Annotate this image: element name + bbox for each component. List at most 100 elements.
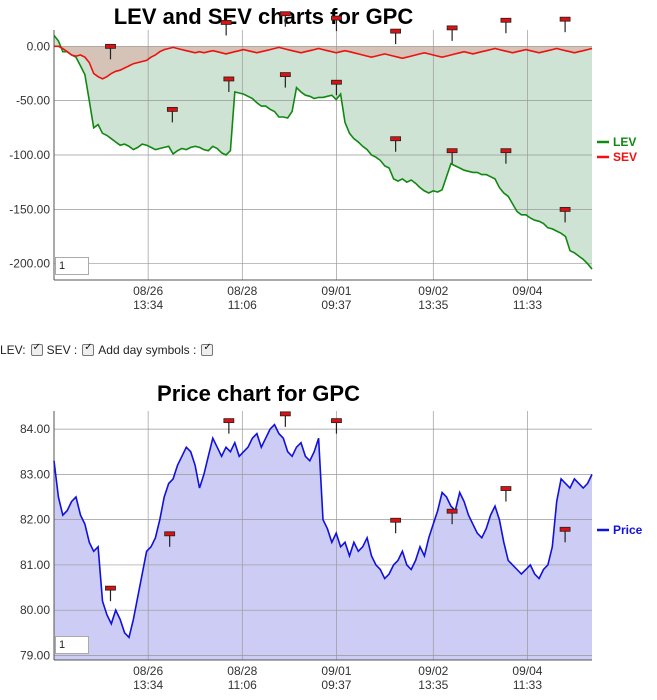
day-marker <box>223 76 235 92</box>
lev-sev-chart: 0.00-50.00-100.00-150.00-200.0008/2613:3… <box>9 11 637 312</box>
day-marker <box>105 585 116 602</box>
x-tick-label: 09:37 <box>321 678 351 692</box>
day-marker <box>164 531 176 547</box>
day-marker <box>446 508 458 525</box>
day-marker <box>105 43 116 60</box>
day-symbols-checkbox[interactable] <box>201 342 214 356</box>
day-marker-flag <box>446 25 458 31</box>
day-marker <box>559 526 571 543</box>
x-tick-label: 09/01 <box>321 664 351 678</box>
x-tick-label: 08/28 <box>227 664 257 678</box>
day-marker-flag <box>279 411 291 417</box>
price-area-fill <box>54 424 592 660</box>
legend-label: SEV <box>613 150 637 164</box>
day-marker <box>331 79 342 96</box>
x-tick-label: 13:35 <box>418 298 448 312</box>
day-marker <box>279 411 291 427</box>
sev-checkbox[interactable] <box>82 342 95 356</box>
y-tick-label: -150.00 <box>9 202 50 216</box>
day-marker-flag <box>500 486 512 491</box>
day-marker-flag <box>559 16 571 22</box>
x-tick-label: 09/01 <box>321 284 351 298</box>
day-marker-flag <box>331 79 342 85</box>
day-marker <box>220 20 232 36</box>
y-tick-label: 80.00 <box>20 603 50 617</box>
day-marker <box>500 17 512 34</box>
legend-label: LEV <box>613 135 636 149</box>
x-tick-label: 09/04 <box>512 664 542 678</box>
day-marker <box>390 517 402 534</box>
x-tick-label: 11:06 <box>228 678 257 692</box>
day-marker <box>279 72 291 88</box>
lev-series-line <box>53 34 593 270</box>
bottom-chart-range-input[interactable]: 1 <box>55 636 89 654</box>
lev-area-fill <box>54 35 592 270</box>
day-marker <box>446 148 458 164</box>
x-tick-label: 09/02 <box>418 664 448 678</box>
x-tick-label: 08/28 <box>227 284 257 298</box>
y-tick-label: 0.00 <box>27 39 51 53</box>
day-symbols-toggle-label: Add day symbols : <box>98 343 197 357</box>
x-tick-label: 09:37 <box>321 298 351 312</box>
x-tick-label: 08/26 <box>133 664 163 678</box>
day-marker <box>223 418 235 434</box>
day-marker-flag <box>279 11 291 17</box>
price-series-line <box>53 423 593 640</box>
day-marker-flag <box>331 418 342 424</box>
day-marker-flag <box>500 17 512 23</box>
legend-label: Price <box>613 523 643 537</box>
lev-checkbox[interactable] <box>30 342 43 356</box>
y-tick-label: -100.00 <box>9 148 50 162</box>
x-tick-label: 09/02 <box>418 284 448 298</box>
day-marker <box>446 25 458 41</box>
day-marker <box>166 106 178 123</box>
day-marker-flag <box>223 418 235 424</box>
day-marker-flag <box>500 148 512 154</box>
y-tick-label: 82.00 <box>20 513 50 527</box>
x-tick-label: 13:34 <box>133 678 163 692</box>
day-marker-flag <box>164 531 176 537</box>
day-marker-flag <box>390 28 402 34</box>
x-tick-label: 13:34 <box>133 298 163 312</box>
y-tick-label: -50.00 <box>16 94 50 108</box>
y-tick-label: 79.00 <box>20 648 50 662</box>
x-tick-label: 13:35 <box>418 678 448 692</box>
x-tick-label: 11:33 <box>513 678 542 692</box>
y-tick-label: 84.00 <box>20 422 50 436</box>
lev-sev-chart-title: LEV and SEV charts for GPC <box>113 4 414 29</box>
sev-series-line <box>54 45 593 80</box>
day-marker <box>390 28 402 45</box>
day-marker-flag <box>279 72 291 78</box>
day-marker-flag <box>446 508 458 514</box>
x-tick-label: 11:06 <box>228 298 257 312</box>
day-marker <box>500 148 512 164</box>
x-tick-label: 09/04 <box>512 284 542 298</box>
day-marker-flag <box>446 148 458 154</box>
day-marker <box>331 15 342 32</box>
y-tick-label: -200.00 <box>9 257 50 271</box>
day-marker-flag <box>105 585 116 591</box>
series-toggle-controls: LEV: SEV : Add day symbols : <box>0 342 217 357</box>
day-marker-flag <box>220 20 232 25</box>
day-marker <box>559 16 571 33</box>
lev-toggle-label: LEV: <box>0 343 26 357</box>
day-marker <box>279 11 291 27</box>
sev-toggle-label: SEV : <box>46 343 78 357</box>
day-marker-flag <box>331 15 342 21</box>
day-marker <box>331 418 342 434</box>
price-chart-title: Price chart for GPC <box>157 381 360 406</box>
day-marker-flag <box>559 526 571 532</box>
day-marker-flag <box>223 76 235 82</box>
day-marker-flag <box>105 43 116 49</box>
top-chart-range-input[interactable]: 1 <box>55 257 89 275</box>
y-tick-label: 81.00 <box>20 558 50 572</box>
x-tick-label: 08/26 <box>133 284 163 298</box>
y-tick-label: 83.00 <box>20 467 50 481</box>
day-marker-flag <box>559 206 571 212</box>
day-marker <box>390 136 402 152</box>
day-marker-flag <box>390 517 402 523</box>
day-marker <box>500 486 512 502</box>
day-marker-flag <box>390 136 402 142</box>
x-tick-label: 11:33 <box>513 298 542 312</box>
